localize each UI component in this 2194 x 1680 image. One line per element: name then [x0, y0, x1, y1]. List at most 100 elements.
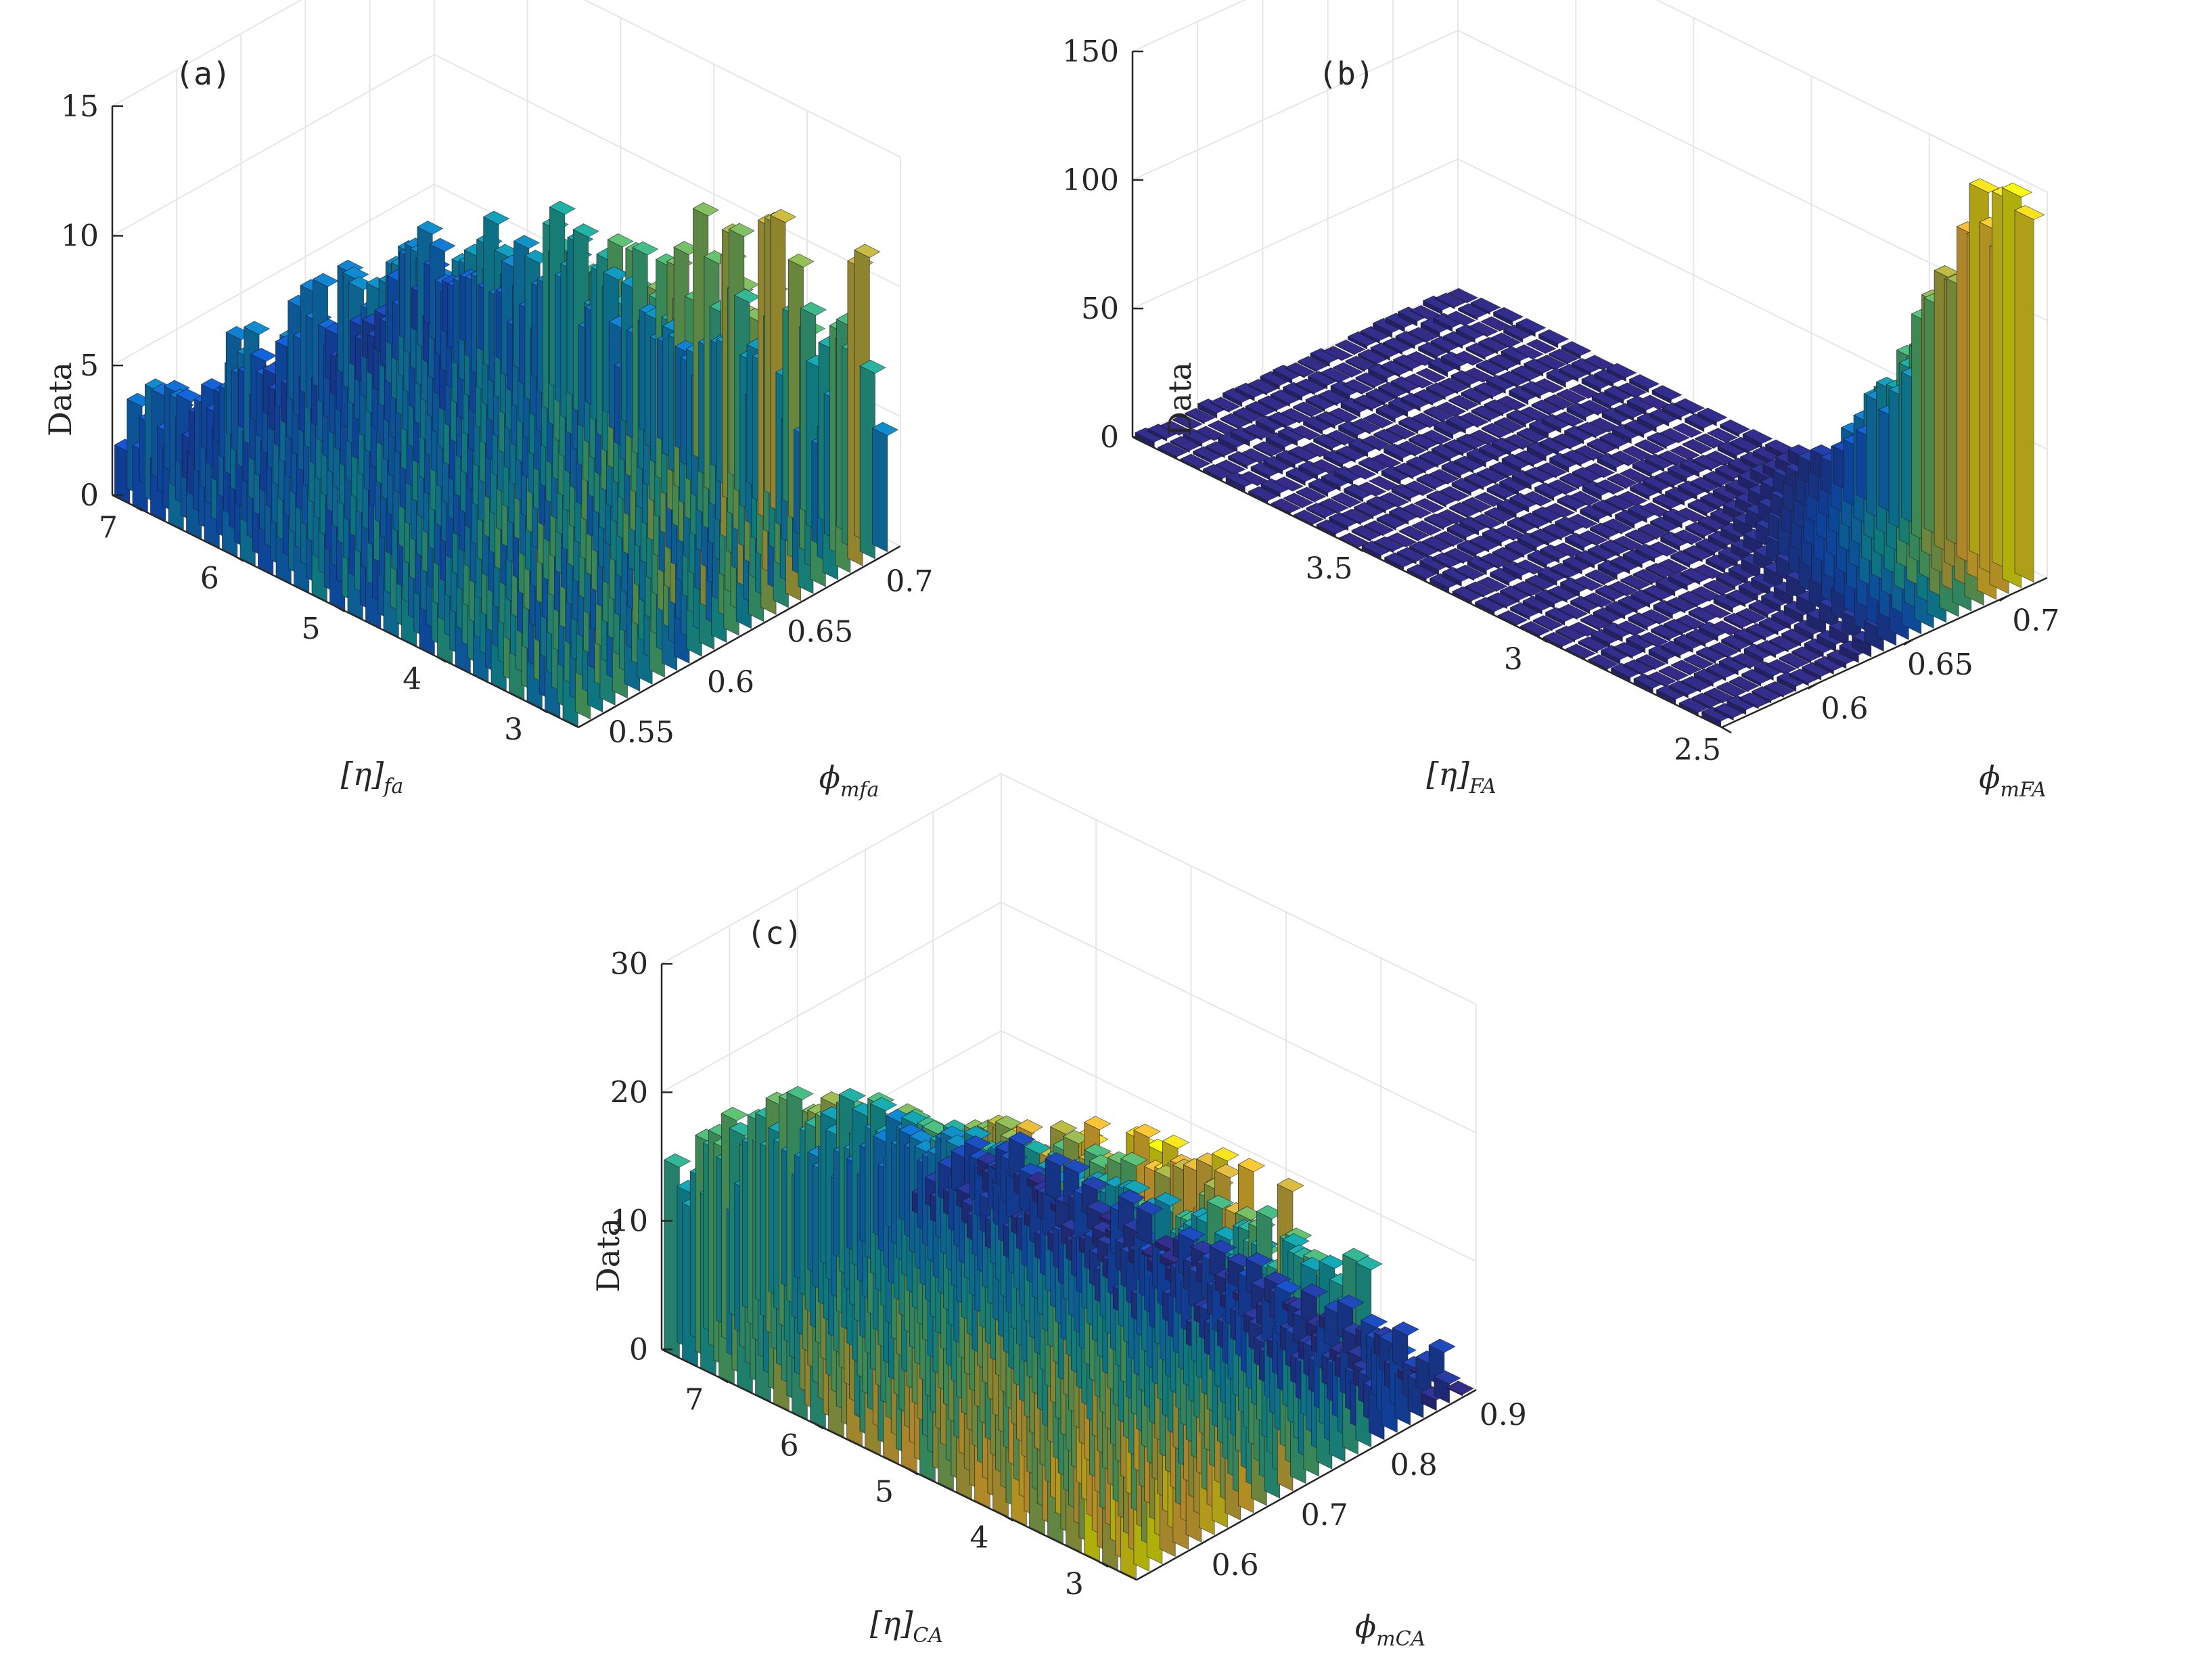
- bar: [1599, 432, 1630, 450]
- bar: [1292, 401, 1324, 418]
- bar: [1549, 562, 1581, 581]
- bar: [1352, 394, 1384, 412]
- bar: [1434, 530, 1465, 547]
- bar: [1719, 419, 1751, 438]
- bar: [1501, 346, 1532, 366]
- bar: [1197, 398, 1229, 419]
- bar: [1431, 443, 1462, 463]
- bar: [1618, 595, 1649, 614]
- bar: [859, 359, 886, 560]
- bar: [1310, 348, 1341, 367]
- bar: [1392, 354, 1424, 372]
- bar: [1446, 522, 1478, 542]
- bar: [1804, 638, 1835, 658]
- bar: [1136, 1200, 1164, 1246]
- bar: [1528, 418, 1560, 439]
- bar: [1543, 394, 1575, 411]
- bar: [1613, 641, 1644, 660]
- bar: [1581, 373, 1612, 394]
- bar: [1647, 432, 1678, 450]
- bar: [1742, 428, 1773, 449]
- x-tick-mark: [1721, 726, 1732, 734]
- bar: [1689, 476, 1721, 495]
- bar: [1476, 359, 1507, 378]
- bar: [1544, 503, 1576, 518]
- bar: [1373, 536, 1405, 553]
- bar: [1230, 426, 1261, 447]
- bar: [1522, 595, 1553, 615]
- bar: [1322, 345, 1354, 361]
- bar: [1699, 492, 1731, 512]
- bar: [1235, 382, 1266, 402]
- bar: [1731, 653, 1762, 670]
- bar: [1400, 392, 1432, 412]
- bar: [1649, 516, 1681, 535]
- x-axis-line: [1132, 436, 1722, 729]
- bar: [1461, 497, 1492, 514]
- bar: [1615, 620, 1647, 637]
- bar: [1308, 478, 1340, 497]
- bar: [1644, 453, 1676, 472]
- bar: [1627, 503, 1658, 524]
- bar: [1633, 673, 1664, 694]
- bar: [1591, 391, 1622, 411]
- bar: [1542, 523, 1573, 541]
- bar: [1592, 499, 1623, 518]
- x-tick-label: 7: [685, 1382, 704, 1417]
- bar: [1624, 419, 1655, 438]
- bar: [1679, 457, 1711, 478]
- bar: [1519, 512, 1551, 530]
- bar: [1409, 541, 1440, 559]
- bar: [1315, 411, 1346, 430]
- bar: [1473, 382, 1505, 400]
- bar: [1698, 621, 1729, 642]
- bar: [1710, 620, 1742, 636]
- y-tick-label: 0.6: [707, 665, 754, 700]
- bar: [1283, 493, 1315, 509]
- bar: [1628, 612, 1659, 631]
- bar: [1572, 575, 1603, 592]
- bar: [1418, 451, 1450, 468]
- bar: [1682, 438, 1713, 455]
- bar: [1694, 433, 1726, 449]
- y-tick-label: 0.65: [787, 614, 853, 649]
- bar: [1463, 367, 1494, 383]
- bar: [1293, 509, 1325, 526]
- bar: [1488, 461, 1520, 479]
- bar: [1558, 363, 1590, 382]
- y-axis-label: ϕmCA: [1355, 1608, 1425, 1651]
- y-tick-mark: [604, 706, 615, 714]
- bar: [1396, 440, 1427, 457]
- grid-line: [112, 0, 901, 158]
- bar: [1347, 331, 1379, 350]
- bar: [1377, 382, 1409, 401]
- bar: [1272, 364, 1304, 384]
- bar: [1655, 684, 1687, 704]
- x-tick-label: 6: [200, 561, 219, 595]
- bar: [1312, 433, 1344, 452]
- bar: [1590, 629, 1622, 648]
- y-tick-label: 0.7: [2012, 604, 2059, 638]
- bar: [1489, 567, 1521, 587]
- bar: [1692, 454, 1723, 472]
- bar: [1729, 436, 1761, 455]
- bar: [1659, 428, 1691, 444]
- bar: [1695, 538, 1727, 557]
- bar: [1453, 350, 1484, 366]
- bar: [1512, 581, 1543, 598]
- bar: [1225, 472, 1256, 493]
- bar: [1739, 692, 1770, 710]
- bar: [1492, 307, 1524, 326]
- bar: [1651, 385, 1683, 405]
- bar: [1776, 671, 1808, 692]
- x-tick-mark: [334, 605, 346, 613]
- bar: [1426, 490, 1457, 508]
- bar: [1532, 615, 1563, 632]
- bar: [1660, 531, 1691, 551]
- bar: [1250, 461, 1281, 481]
- bar: [1639, 394, 1670, 410]
- bar: [1583, 355, 1615, 371]
- panel-label: (a): [175, 55, 231, 92]
- bar: [1423, 406, 1455, 423]
- bar: [1725, 589, 1757, 608]
